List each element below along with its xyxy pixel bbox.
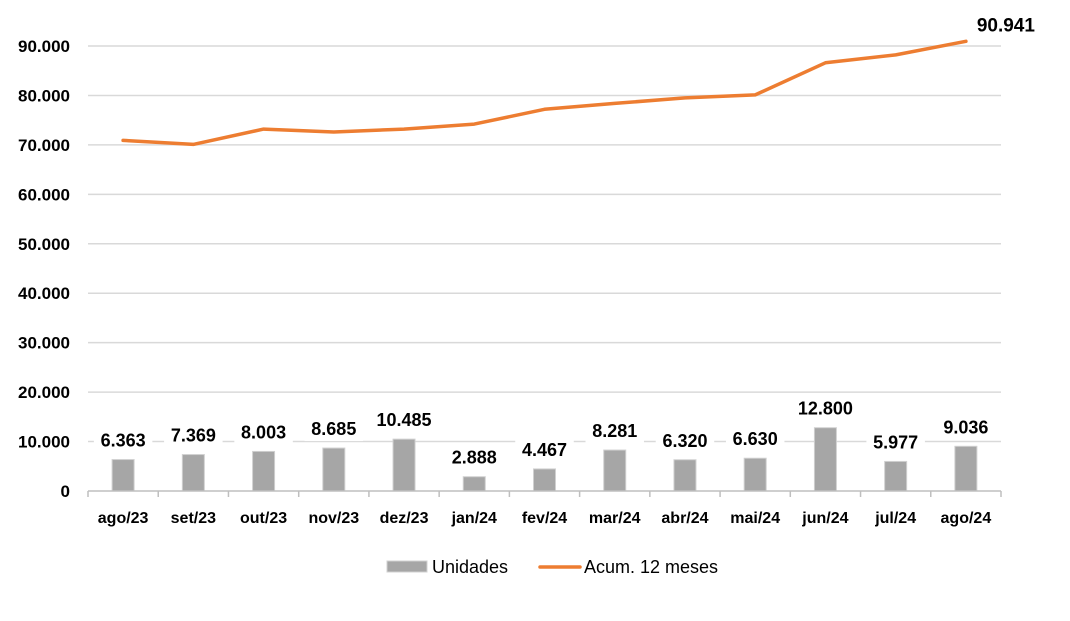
line-acum-path	[121, 39, 968, 147]
y-tick-label: 60.000	[18, 185, 70, 204]
bar	[884, 460, 908, 492]
bar-label-bg	[234, 418, 293, 445]
bar-label-bg	[164, 421, 223, 448]
bar	[603, 449, 627, 492]
bar-label-bg	[445, 443, 504, 470]
bar-data-label: 4.467	[522, 440, 567, 460]
bar	[181, 454, 205, 492]
bar-label-bg	[725, 425, 785, 452]
bar-data-label: 7.369	[171, 426, 216, 446]
bar-label-bg	[790, 394, 860, 421]
bar-label-bg	[304, 415, 364, 442]
line-acum: 90.941	[121, 15, 1036, 147]
bar-data-label: 10.485	[377, 410, 432, 430]
x-axis	[87, 490, 1002, 497]
bar	[322, 447, 346, 492]
bar-label-bg	[515, 435, 574, 462]
x-tick-label: set/23	[171, 510, 216, 527]
legend-swatch-unidades	[386, 560, 428, 573]
bar-label-bg	[655, 426, 715, 453]
x-axis-ticks: ago/23 set/23 out/23 nov/23 dez/23 jan/24 fev/…	[98, 510, 992, 527]
bar	[954, 445, 978, 492]
bar-data-label: 8.685	[311, 419, 356, 439]
legend-label-unidades: Unidades	[432, 557, 508, 577]
x-tick-label: jul/24	[874, 510, 916, 527]
line-last-label: 90.941	[977, 15, 1036, 36]
bar-data-label: 8.003	[241, 422, 286, 442]
bars-unidades	[111, 427, 978, 492]
x-tick-label: jun/24	[801, 510, 848, 527]
bar-label-bg	[93, 426, 153, 453]
bar-label-bg	[936, 413, 996, 440]
bar-label-bg	[866, 428, 925, 455]
bar-data-labels: 6.363 7.369 8.003 8.685 10.485 2.888 4.467 8.28…	[93, 394, 996, 470]
x-tick-label: dez/23	[380, 510, 429, 527]
x-tick-label: mai/24	[730, 510, 780, 527]
bar-data-label: 6.630	[733, 429, 778, 449]
y-tick-label: 50.000	[18, 235, 70, 254]
bar-data-label: 6.363	[101, 431, 146, 451]
bar-label-bg	[369, 406, 439, 433]
x-tick-label: nov/23	[308, 510, 359, 527]
bar-data-label: 8.281	[592, 421, 637, 441]
y-tick-label: 30.000	[18, 334, 70, 353]
x-tick-label: ago/24	[941, 510, 992, 527]
legend: Unidades Acum. 12 meses	[386, 557, 718, 577]
x-tick-label: mar/24	[589, 510, 641, 527]
bar-label-bg	[585, 417, 644, 444]
bar-data-label: 5.977	[873, 432, 918, 452]
x-tick-label: jan/24	[451, 510, 497, 527]
y-tick-label: 80.000	[18, 86, 70, 105]
bar	[673, 459, 697, 492]
bar-data-label: 6.320	[662, 431, 707, 451]
x-tick-label: out/23	[240, 510, 287, 527]
bar	[813, 427, 837, 492]
y-tick-label: 70.000	[18, 136, 70, 155]
bar-data-label: 12.800	[798, 399, 853, 419]
bar	[392, 438, 416, 492]
x-tick-label: ago/23	[98, 510, 149, 527]
y-tick-label: 10.000	[18, 433, 70, 452]
bar-data-label: 2.888	[452, 448, 497, 468]
legend-label-acum: Acum. 12 meses	[584, 557, 718, 577]
bar	[111, 459, 135, 492]
gridlines	[88, 45, 1001, 443]
y-tick-label: 20.000	[18, 383, 70, 402]
y-tick-label: 0	[61, 482, 70, 501]
bar	[252, 450, 276, 492]
bar	[533, 468, 556, 492]
y-tick-label: 90.000	[18, 37, 70, 56]
x-tick-label: fev/24	[522, 510, 567, 527]
x-tick-label: abr/24	[661, 510, 708, 527]
y-tick-label: 40.000	[18, 284, 70, 303]
bar	[462, 476, 486, 492]
y-axis-ticks: 0 10.000 20.000 30.000 40.000 50.000 60.000 70.…	[18, 37, 70, 501]
bar-data-label: 9.036	[943, 417, 988, 437]
bar	[743, 457, 767, 492]
